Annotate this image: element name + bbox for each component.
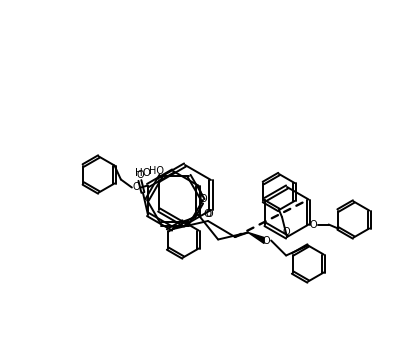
Text: O: O [310, 220, 318, 229]
Text: O: O [205, 209, 213, 219]
Polygon shape [248, 233, 264, 244]
Text: O: O [199, 194, 207, 204]
Text: O: O [282, 227, 290, 237]
Text: O: O [136, 169, 144, 179]
Text: HO: HO [135, 168, 151, 178]
Text: O: O [262, 236, 270, 246]
Text: O: O [204, 209, 212, 219]
Text: O: O [132, 182, 140, 192]
Text: HO: HO [150, 166, 164, 176]
